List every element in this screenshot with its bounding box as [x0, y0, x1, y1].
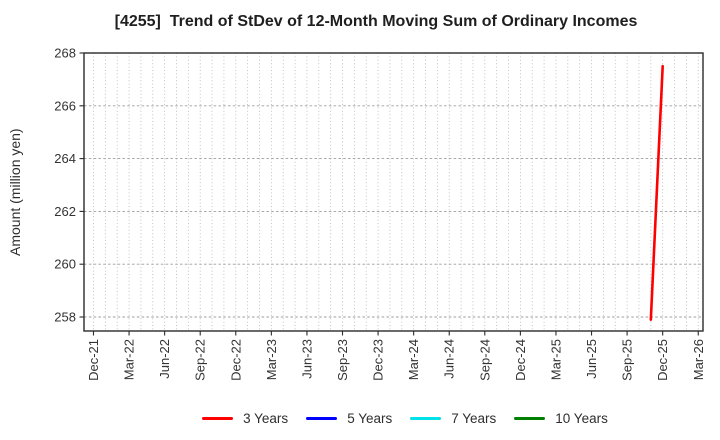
- x-tick-label: Mar-24: [406, 339, 421, 380]
- legend-swatch-5-years: [306, 417, 338, 420]
- x-tick-label: Jun-22: [157, 339, 172, 379]
- legend-swatch-10-years: [514, 417, 546, 420]
- x-tick-label: Dec-22: [228, 339, 243, 381]
- legend-item-10-years: 10 Years: [514, 411, 608, 426]
- legend-item-7-years: 7 Years: [410, 411, 496, 426]
- legend-item-3-years: 3 Years: [202, 411, 288, 426]
- x-tick-label: Dec-23: [371, 339, 386, 381]
- y-tick-label: 260: [54, 257, 76, 272]
- x-tick-label: Jun-23: [299, 339, 314, 379]
- x-tick-label: Jun-25: [584, 339, 599, 379]
- x-tick-label: Mar-23: [264, 339, 279, 380]
- legend-item-5-years: 5 Years: [306, 411, 392, 426]
- x-tick-label: Sep-23: [335, 339, 350, 381]
- x-tick-label: Dec-24: [513, 339, 528, 381]
- legend-label-10-years: 10 Years: [555, 411, 608, 426]
- legend-swatch-3-years: [202, 417, 234, 420]
- x-tick-label: Dec-21: [86, 339, 101, 381]
- series-line-3-years: [649, 64, 664, 321]
- legend-label-5-years: 5 Years: [347, 411, 393, 426]
- legend-label-3-years: 3 Years: [243, 411, 289, 426]
- y-tick-label: 262: [54, 204, 76, 219]
- legend-label-7-years: 7 Years: [451, 411, 497, 426]
- plot-frame: [83, 52, 704, 332]
- legend-swatch-7-years: [410, 417, 442, 420]
- x-tick-label: Sep-22: [193, 339, 208, 381]
- y-tick-label: 268: [54, 46, 76, 61]
- legend: 3 Years 5 Years 7 Years 10 Years: [45, 411, 720, 426]
- x-tick-label: Jun-24: [442, 339, 457, 379]
- x-tick-label: Dec-25: [655, 339, 670, 381]
- x-tick-label: Sep-24: [477, 339, 492, 381]
- chart-title: [4255] Trend of StDev of 12-Month Moving…: [114, 13, 638, 30]
- y-tick-label: 258: [54, 310, 76, 325]
- x-tick-label: Mar-22: [122, 339, 137, 380]
- x-tick-label: Sep-25: [620, 339, 635, 381]
- y-tick-label: 264: [54, 151, 76, 166]
- x-tick-label: Mar-25: [548, 339, 563, 380]
- x-tick-label: Mar-26: [691, 339, 706, 380]
- y-tick-label: 266: [54, 98, 76, 113]
